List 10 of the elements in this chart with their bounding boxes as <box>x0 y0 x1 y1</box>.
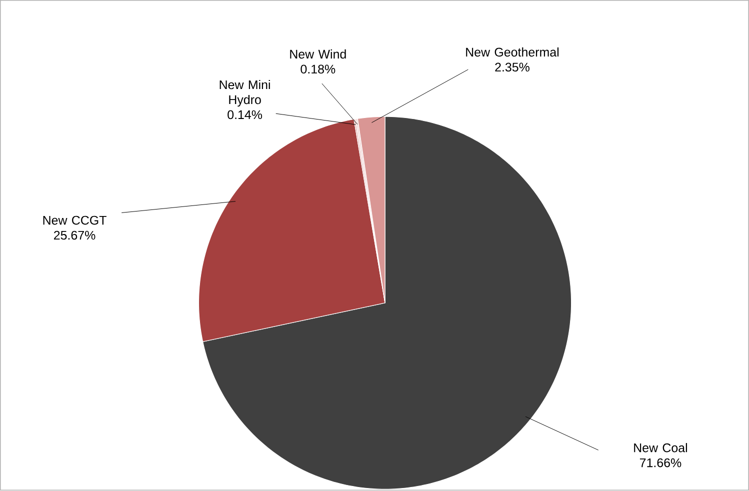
data-label: 25.67% <box>54 231 96 240</box>
slice-label: New Coal <box>634 443 687 452</box>
data-label: 0.18% <box>300 64 336 74</box>
data-label: 71.66% <box>640 458 682 468</box>
slice-label: New Wind <box>290 50 346 59</box>
slice-label: New Mini Hydro <box>220 80 270 107</box>
data-label: 0.14% <box>228 110 262 120</box>
data-label: 2.35% <box>495 62 530 72</box>
slice-label: New CCGT <box>43 216 106 225</box>
slice-label: New Geothermal <box>466 48 559 57</box>
